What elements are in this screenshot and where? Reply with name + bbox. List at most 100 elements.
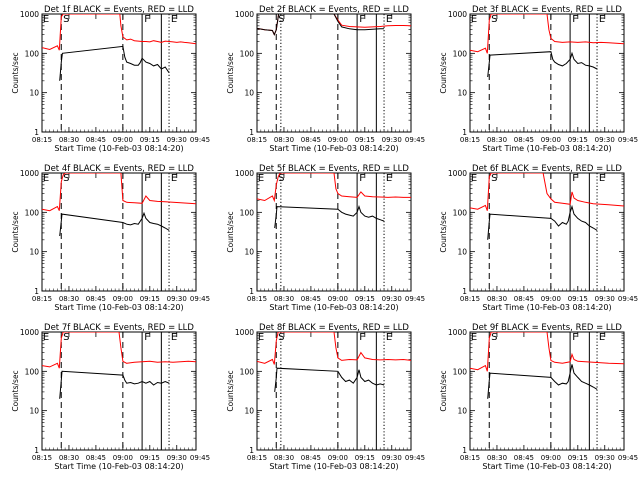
y-tick-label: 1: [249, 446, 254, 455]
x-tick-label: 08:45: [514, 136, 534, 144]
panel-4: Det 4f BLACK = Events, RED = LLD 1 10 100 10…: [11, 164, 210, 312]
panel-title: Det 8f BLACK = Events, RED = LLD: [259, 323, 409, 333]
x-tick-label: 09:30: [382, 136, 402, 144]
x-tick-label: 09:30: [167, 136, 187, 144]
panel-7: Det 7f BLACK = Events, RED = LLD 1 10 100 10…: [11, 323, 210, 471]
x-tick-label: 08:45: [514, 454, 534, 462]
x-tick-label: 09:45: [405, 295, 425, 303]
y-tick-label: 100: [25, 367, 40, 376]
x-tick-label: 09:30: [595, 454, 615, 462]
x-tick-label: 09:45: [618, 295, 638, 303]
plot-frame: [469, 172, 625, 292]
y-tick-label: 1: [34, 287, 39, 296]
y-axis-label: Counts/sec: [11, 211, 20, 252]
x-tick-label: 09:00: [113, 136, 133, 144]
x-tick-label: 08:15: [32, 454, 52, 462]
marker-label: E: [471, 14, 477, 25]
x-axis-label: Start Time (10-Feb-03 08:14:20): [482, 303, 611, 312]
x-tick-label: 09:45: [190, 295, 210, 303]
y-tick-label: 10: [244, 248, 254, 257]
panel-3: Det 3f BLACK = Events, RED = LLD 1 10 100 10…: [439, 5, 638, 153]
x-tick-label: 08:45: [86, 454, 106, 462]
y-axis-label: Counts/sec: [439, 370, 448, 411]
marker-label: S: [491, 14, 497, 25]
y-axis-label: Counts/sec: [439, 211, 448, 252]
y-tick-label: 10: [457, 407, 467, 416]
x-tick-label: 09:30: [382, 454, 402, 462]
marker-label: F: [144, 14, 150, 25]
x-axis-label: Start Time (10-Feb-03 08:14:20): [54, 303, 183, 312]
x-tick-label: 09:15: [355, 295, 375, 303]
series-line-lld: [42, 332, 196, 369]
y-tick-label: 100: [25, 49, 40, 58]
series-line-lld: [470, 173, 624, 211]
panel-title: Det 4f BLACK = Events, RED = LLD: [44, 164, 194, 174]
series-line-lld: [42, 173, 196, 212]
plot-frame: [256, 13, 412, 133]
y-axis-label: Counts/sec: [226, 211, 235, 252]
series-line-lld: [470, 332, 624, 372]
x-tick-label: 09:15: [355, 454, 375, 462]
y-tick-label: 1: [249, 128, 254, 137]
x-tick-label: 08:30: [274, 454, 294, 462]
marker-label: F: [144, 173, 150, 184]
x-tick-label: 09:45: [190, 136, 210, 144]
x-tick-label: 09:30: [595, 295, 615, 303]
y-tick-label: 100: [240, 208, 255, 217]
y-tick-label: 100: [453, 208, 468, 217]
x-tick-label: 09:30: [167, 295, 187, 303]
plot-frame: [469, 331, 625, 451]
y-tick-label: 1000: [448, 328, 467, 337]
plot-frame: [41, 331, 197, 451]
x-tick-label: 09:45: [618, 454, 638, 462]
y-tick-label: 1000: [235, 328, 254, 337]
series-line-events: [59, 370, 170, 399]
panel-title: Det 6f BLACK = Events, RED = LLD: [472, 164, 622, 174]
series-line-events: [274, 367, 385, 392]
marker-label: F: [144, 332, 150, 343]
y-tick-label: 1000: [448, 10, 467, 19]
panel-title: Det 9f BLACK = Events, RED = LLD: [472, 323, 622, 333]
x-tick-label: 09:45: [405, 136, 425, 144]
marker-label: S: [63, 14, 69, 25]
y-tick-label: 1: [462, 287, 467, 296]
x-axis-label: Start Time (10-Feb-03 08:14:20): [54, 144, 183, 153]
marker-label: E: [258, 173, 264, 184]
x-tick-label: 09:00: [328, 295, 348, 303]
y-tick-label: 10: [244, 407, 254, 416]
x-tick-label: 08:30: [487, 295, 507, 303]
marker-label: S: [278, 332, 284, 343]
plot-frame: [41, 172, 197, 292]
x-tick-label: 09:45: [190, 454, 210, 462]
series-line-events: [487, 204, 598, 240]
y-tick-label: 10: [29, 407, 39, 416]
x-tick-label: 09:15: [568, 295, 588, 303]
series-line-events: [257, 14, 385, 36]
x-tick-label: 09:15: [568, 136, 588, 144]
marker-label: E: [471, 173, 477, 184]
x-tick-label: 09:15: [140, 295, 160, 303]
panel-title: Det 1f BLACK = Events, RED = LLD: [44, 5, 194, 15]
y-tick-label: 100: [240, 367, 255, 376]
y-tick-label: 10: [29, 248, 39, 257]
marker-label: E: [599, 14, 605, 25]
marker-label: S: [63, 332, 69, 343]
x-tick-label: 08:45: [86, 295, 106, 303]
x-tick-label: 08:15: [32, 295, 52, 303]
plot-frame: [41, 13, 197, 133]
x-tick-label: 08:15: [247, 295, 267, 303]
marker-label: E: [471, 332, 477, 343]
y-tick-label: 100: [25, 208, 40, 217]
marker-label: E: [386, 173, 392, 184]
panel-9: Det 9f BLACK = Events, RED = LLD 1 10 100 10…: [439, 323, 638, 471]
y-tick-label: 100: [240, 49, 255, 58]
x-tick-label: 09:45: [405, 454, 425, 462]
marker-label: E: [599, 173, 605, 184]
x-tick-label: 09:00: [541, 136, 561, 144]
x-tick-label: 08:30: [274, 136, 294, 144]
series-line-lld: [257, 173, 411, 203]
y-tick-label: 1000: [235, 10, 254, 19]
x-tick-label: 08:15: [247, 454, 267, 462]
marker-label: F: [359, 14, 365, 25]
